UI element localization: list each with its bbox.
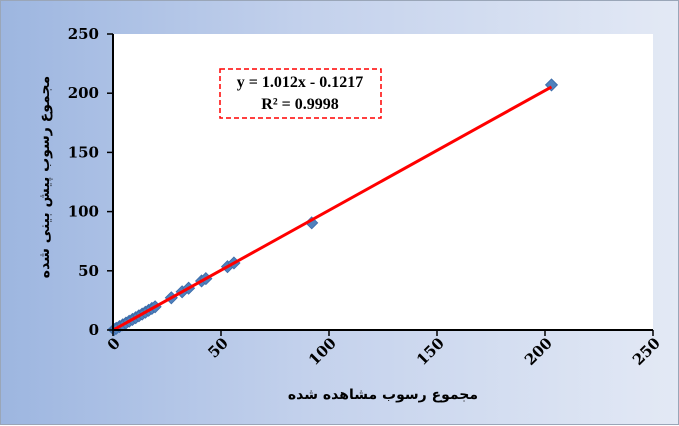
y-tick-label: 50 — [78, 262, 99, 280]
y-tick-label: 150 — [68, 143, 99, 161]
x-tick-label: 150 — [413, 334, 448, 369]
x-tick-label: 0 — [104, 334, 124, 354]
x-tick-label: 200 — [521, 334, 556, 369]
y-tick-label: 200 — [68, 84, 99, 102]
trendline — [112, 85, 553, 332]
x-tick-label: 100 — [305, 334, 340, 369]
y-tick-label: 0 — [89, 321, 99, 339]
x-axis-title: مجموع رسوب مشاهده شده — [288, 387, 478, 403]
y-tick-label: 250 — [68, 25, 99, 43]
trendline-r-squared: R² = 0.9998 — [261, 96, 338, 113]
y-axis-title: مجموع رسوب پیش بینی شده — [37, 76, 53, 278]
y-tick-label: 100 — [68, 203, 99, 221]
equation-box — [219, 68, 382, 119]
x-tick-label: 250 — [629, 334, 664, 369]
x-tick-label: 50 — [204, 334, 231, 361]
trendline-equation: y = 1.012x - 0.1217 — [237, 74, 363, 91]
